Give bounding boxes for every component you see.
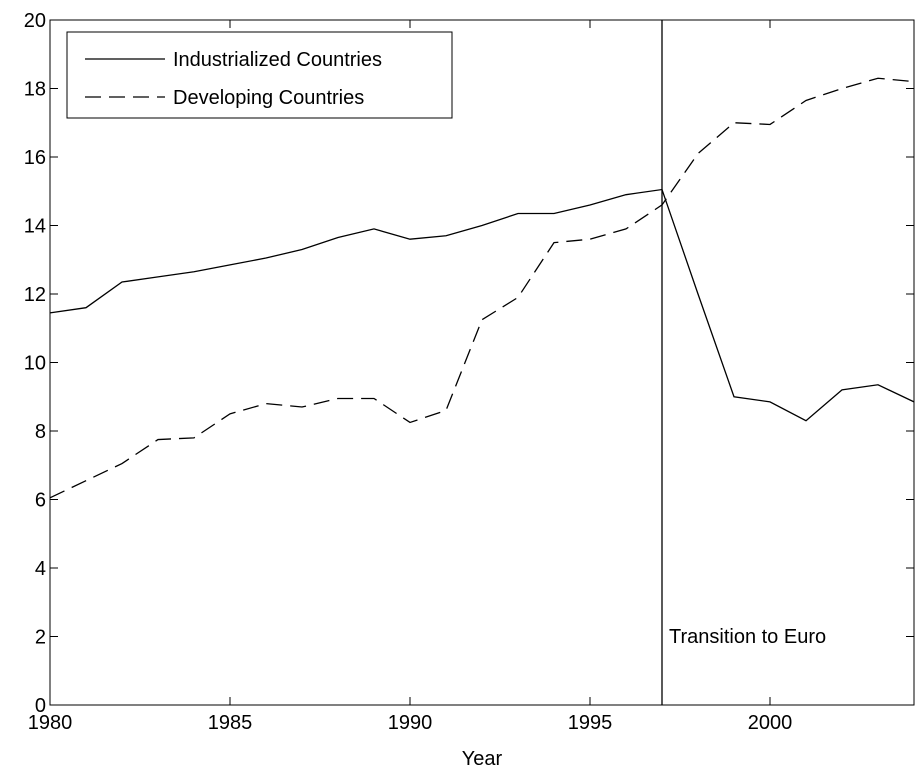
y-tick-label: 18 — [24, 79, 46, 101]
y-tick-label: 6 — [35, 490, 46, 512]
x-tick-label: 1995 — [568, 712, 613, 734]
y-tick-label: 8 — [35, 421, 46, 443]
y-tick-label: 2 — [35, 627, 46, 649]
y-tick-label: 4 — [35, 558, 46, 580]
x-axis-label: Year — [462, 748, 503, 770]
x-tick-label: 2000 — [748, 712, 793, 734]
y-tick-label: 20 — [24, 10, 46, 32]
legend-box — [66, 31, 453, 119]
annotation-text: Transition to Euro — [669, 626, 826, 648]
x-tick-label: 1985 — [208, 712, 253, 734]
plot-frame — [49, 19, 915, 706]
legend-label: Industrialized Countries — [173, 49, 382, 71]
line-series — [49, 188, 915, 422]
y-tick-label: 14 — [24, 216, 46, 238]
y-tick-label: 10 — [24, 353, 46, 375]
x-tick-label: 1990 — [388, 712, 433, 734]
y-tick-label: 12 — [24, 284, 46, 306]
y-tick-label: 0 — [35, 695, 46, 717]
legend-label: Developing Countries — [173, 87, 364, 109]
line-series — [49, 77, 915, 499]
x-tick-label: 1980 — [28, 712, 73, 734]
y-tick-label: 16 — [24, 147, 46, 169]
